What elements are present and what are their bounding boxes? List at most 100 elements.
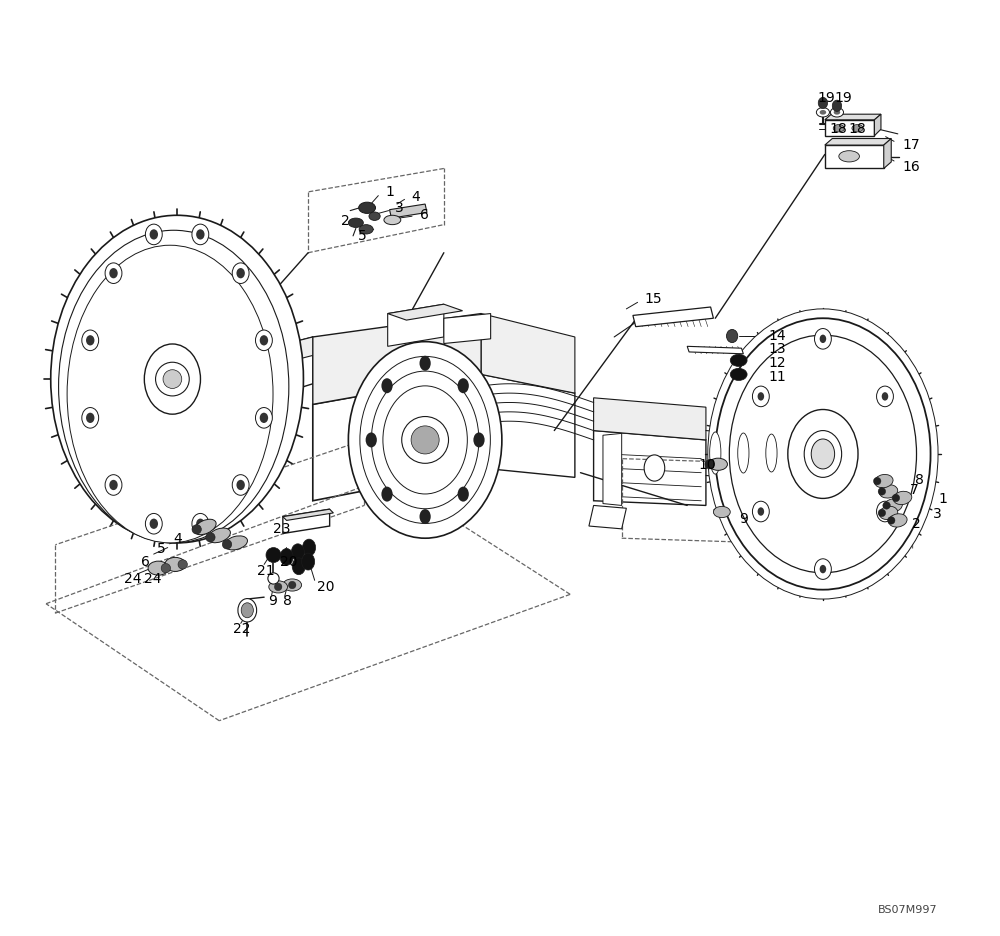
Ellipse shape [105, 263, 122, 284]
Ellipse shape [473, 432, 485, 447]
Ellipse shape [834, 110, 840, 115]
Ellipse shape [359, 225, 373, 234]
Ellipse shape [832, 100, 842, 111]
Ellipse shape [758, 507, 764, 516]
Ellipse shape [302, 553, 315, 570]
Ellipse shape [730, 368, 747, 380]
Polygon shape [687, 346, 743, 354]
Ellipse shape [348, 218, 363, 227]
Ellipse shape [729, 335, 917, 573]
Text: 20: 20 [317, 580, 335, 593]
Ellipse shape [814, 329, 831, 349]
Polygon shape [283, 509, 330, 534]
Ellipse shape [144, 344, 200, 414]
Ellipse shape [232, 263, 249, 284]
Ellipse shape [644, 455, 665, 481]
Text: 9: 9 [268, 594, 277, 607]
Polygon shape [388, 304, 463, 320]
Ellipse shape [371, 371, 479, 508]
Ellipse shape [820, 564, 826, 573]
Circle shape [192, 525, 201, 534]
Ellipse shape [241, 603, 253, 618]
Ellipse shape [816, 108, 829, 117]
Ellipse shape [225, 536, 247, 549]
Text: 16: 16 [902, 160, 920, 173]
Text: 6: 6 [420, 209, 429, 222]
Ellipse shape [105, 475, 122, 495]
Ellipse shape [381, 487, 393, 502]
Ellipse shape [381, 378, 393, 393]
Text: 10: 10 [698, 459, 716, 472]
Ellipse shape [879, 485, 898, 498]
Ellipse shape [713, 506, 730, 518]
Ellipse shape [292, 558, 305, 575]
Ellipse shape [839, 151, 859, 162]
Ellipse shape [458, 378, 469, 393]
Text: 20: 20 [280, 555, 298, 568]
Text: 6: 6 [141, 555, 149, 568]
Ellipse shape [82, 330, 99, 351]
Ellipse shape [820, 334, 826, 343]
Ellipse shape [882, 507, 888, 516]
Ellipse shape [794, 435, 805, 471]
Ellipse shape [196, 519, 205, 529]
Text: 2: 2 [912, 518, 921, 531]
Text: 3: 3 [395, 201, 404, 214]
Ellipse shape [283, 578, 302, 592]
Ellipse shape [708, 309, 938, 599]
Ellipse shape [109, 480, 118, 490]
Polygon shape [594, 398, 706, 440]
Circle shape [178, 560, 187, 569]
Polygon shape [884, 139, 891, 168]
Ellipse shape [86, 413, 94, 423]
Ellipse shape [874, 475, 893, 488]
Polygon shape [313, 314, 481, 404]
Text: 23: 23 [273, 522, 290, 535]
Text: 12: 12 [769, 357, 786, 370]
Ellipse shape [814, 559, 831, 579]
Ellipse shape [893, 491, 912, 505]
Polygon shape [390, 204, 427, 218]
Ellipse shape [148, 561, 169, 575]
Ellipse shape [882, 392, 888, 401]
Polygon shape [603, 433, 622, 505]
Ellipse shape [766, 434, 777, 472]
Polygon shape [247, 337, 313, 404]
Ellipse shape [255, 407, 272, 428]
Polygon shape [874, 114, 881, 136]
Ellipse shape [852, 124, 863, 132]
Text: 19: 19 [817, 92, 835, 105]
Ellipse shape [255, 330, 272, 351]
Ellipse shape [86, 335, 94, 345]
Circle shape [411, 426, 439, 454]
Circle shape [206, 533, 215, 542]
Ellipse shape [366, 432, 377, 447]
Text: 5: 5 [358, 229, 366, 242]
Ellipse shape [420, 356, 431, 371]
Circle shape [892, 494, 900, 502]
Ellipse shape [196, 229, 205, 240]
Ellipse shape [360, 357, 490, 523]
Polygon shape [247, 337, 341, 365]
Circle shape [402, 417, 449, 463]
Circle shape [288, 581, 296, 589]
Ellipse shape [150, 229, 158, 240]
Polygon shape [481, 374, 575, 477]
Ellipse shape [51, 215, 303, 543]
Ellipse shape [348, 342, 502, 538]
Ellipse shape [420, 509, 431, 524]
Polygon shape [825, 114, 881, 120]
Text: 15: 15 [644, 292, 662, 305]
Polygon shape [589, 505, 626, 529]
Circle shape [878, 488, 886, 495]
Ellipse shape [788, 409, 858, 498]
Text: 18: 18 [829, 123, 847, 136]
Text: 18: 18 [848, 123, 866, 136]
Polygon shape [313, 374, 481, 501]
Ellipse shape [303, 539, 316, 556]
Text: 17: 17 [902, 139, 920, 152]
Text: 1: 1 [386, 185, 395, 198]
Text: 21: 21 [257, 564, 274, 578]
Text: 24: 24 [144, 573, 162, 586]
Ellipse shape [369, 212, 380, 220]
